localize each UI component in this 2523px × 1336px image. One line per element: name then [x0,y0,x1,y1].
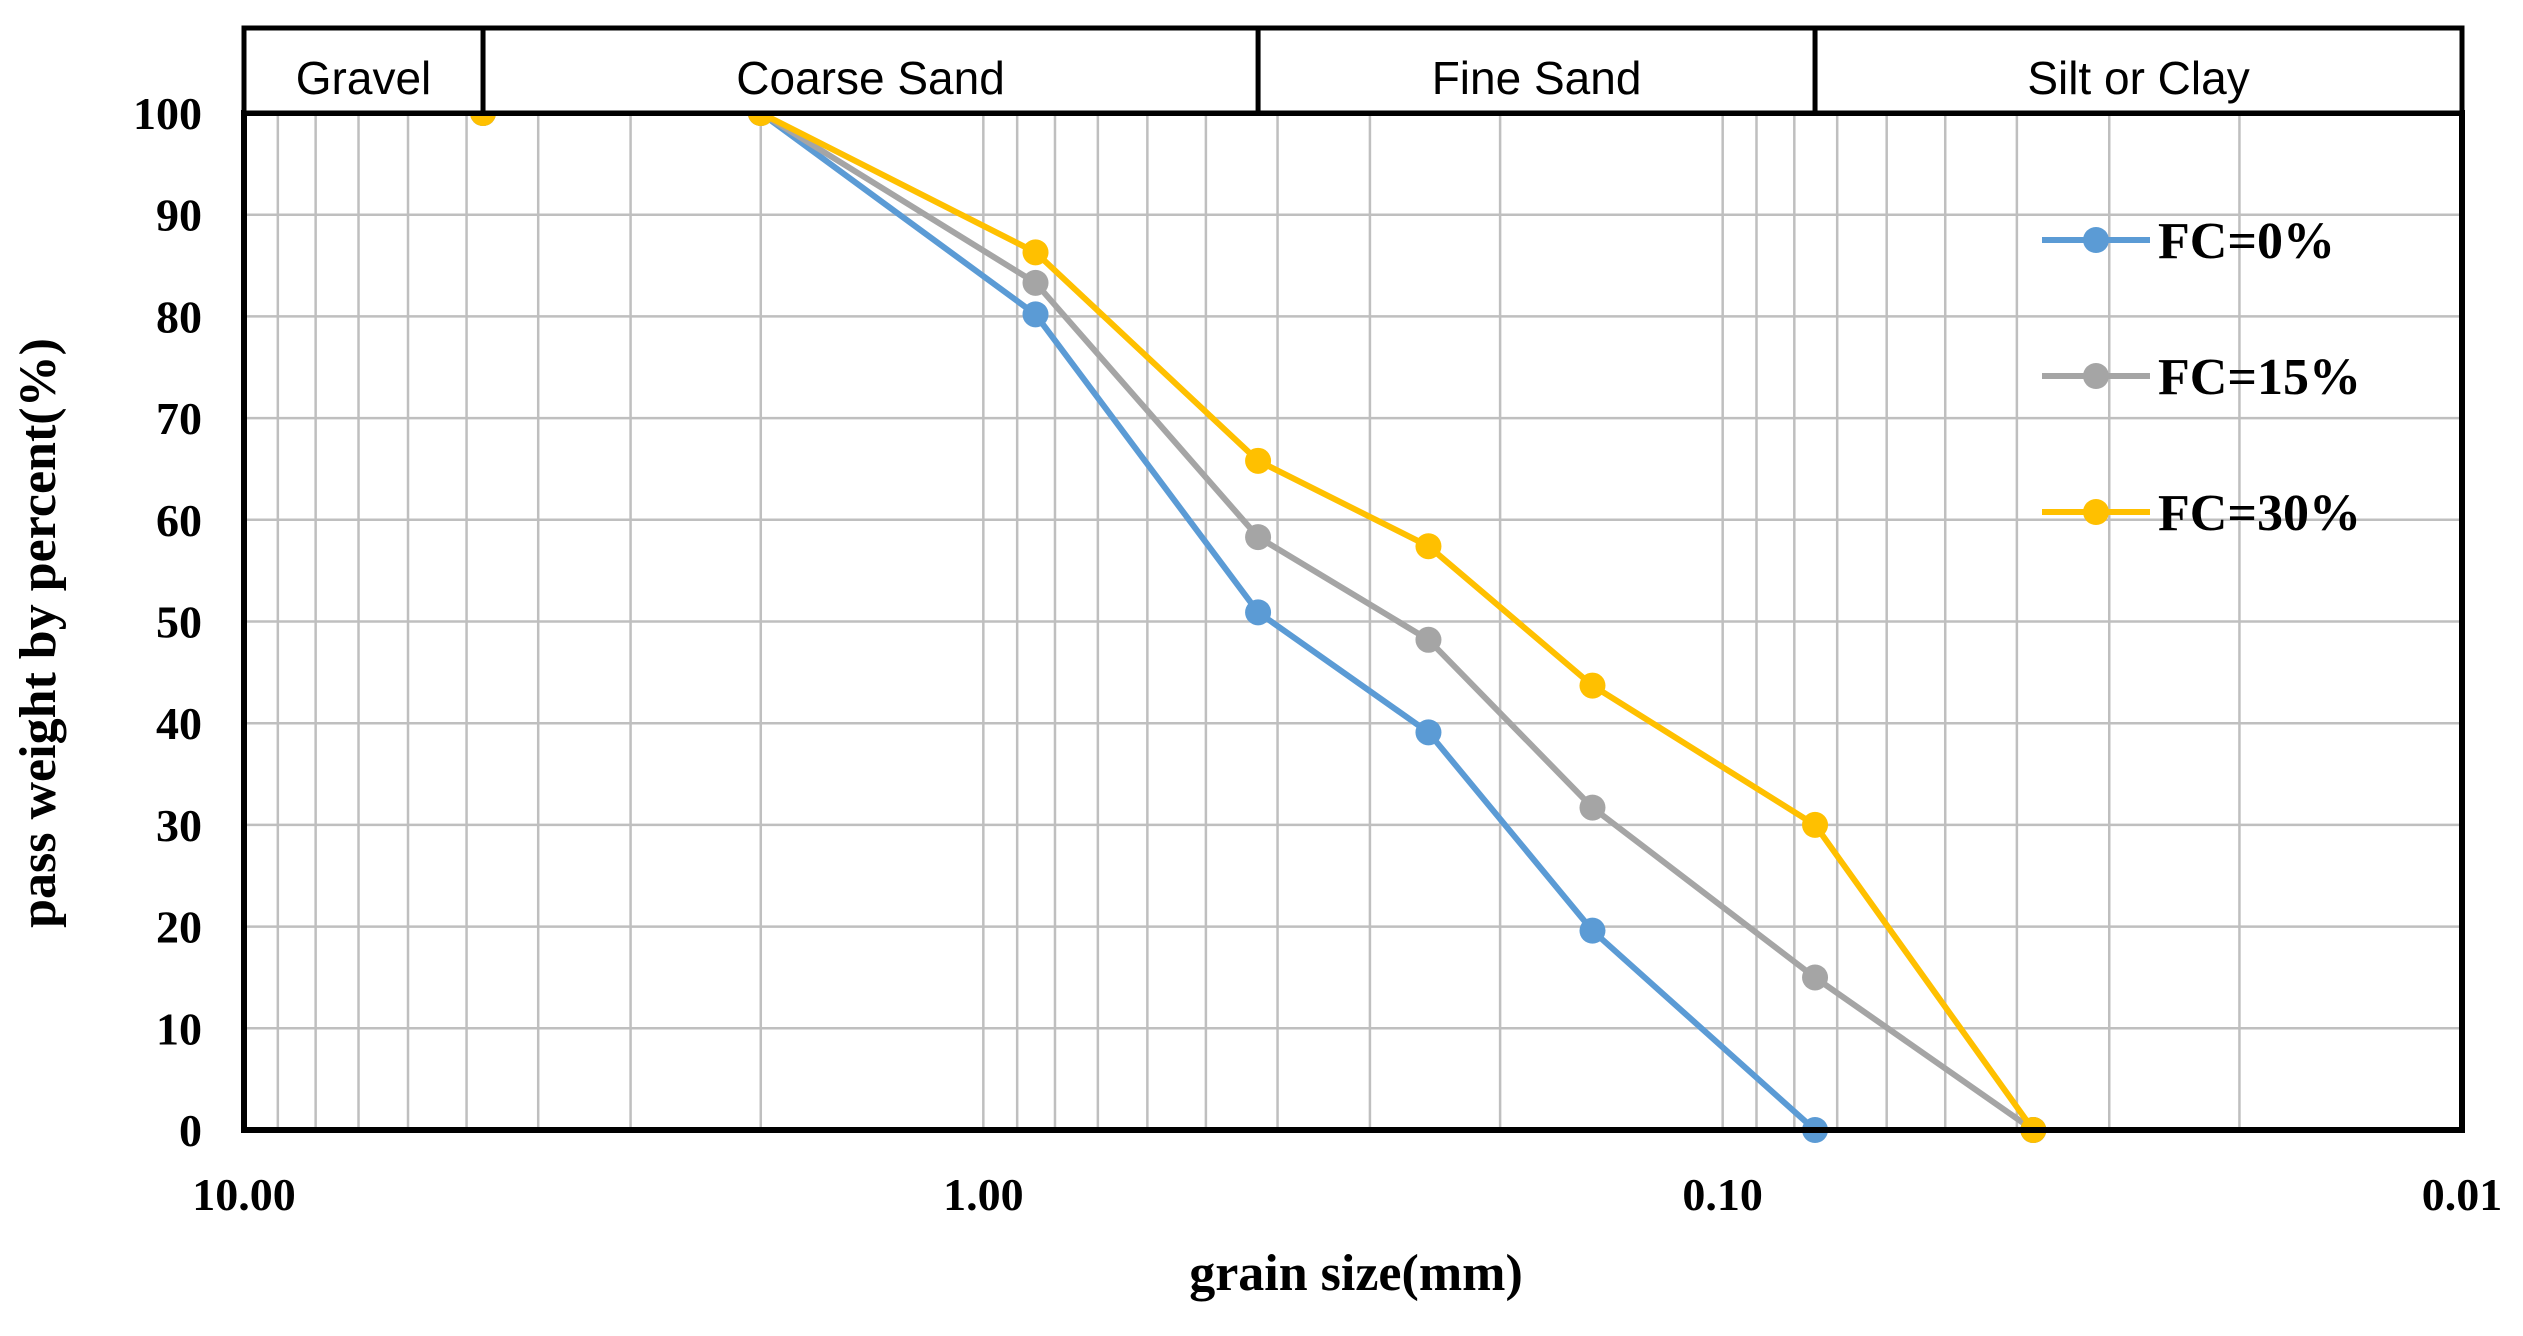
data-point [1579,794,1606,821]
x-tick-label: 0.10 [1682,1169,1763,1220]
y-tick-label: 100 [133,88,202,139]
y-tick-label: 60 [156,495,202,546]
data-point [1245,447,1272,474]
data-point [1245,524,1272,551]
legend-marker [2083,227,2109,253]
data-point [1245,599,1272,626]
y-tick-label: 90 [156,190,202,241]
data-point [1415,719,1442,746]
zone-label-0: Gravel [296,52,431,104]
data-point [1802,964,1829,991]
x-axis-title: grain size(mm) [1189,1245,1523,1302]
zone-header-box [241,25,2465,116]
x-tick-label: 0.01 [2422,1169,2503,1220]
x-tick-label: 10.00 [192,1169,296,1220]
series-line-2 [483,110,2036,1132]
x-axis-ticks: 10.00 1.00 0.10 0.01 [192,1169,2502,1220]
data-point [1802,811,1829,838]
y-tick-label: 0 [179,1105,202,1156]
series-line-0 [483,110,2034,1133]
legend-marker [2083,499,2109,525]
y-tick-label: 50 [156,597,202,648]
y-tick-label: 30 [156,800,202,851]
data-point [1415,533,1442,560]
legend-label: FC=30% [2158,485,2361,542]
legend-label: FC=0% [2158,213,2335,270]
y-tick-label: 80 [156,291,202,342]
y-tick-label: 70 [156,393,202,444]
zone-label-2: Fine Sand [1432,52,1642,104]
soil-zones: Gravel Coarse Sand Fine Sand Silt or Clay [241,25,2465,116]
data-point [1022,301,1049,328]
y-tick-label: 10 [156,1003,202,1054]
y-tick-label: 40 [156,698,202,749]
y-axis-ticks: 0 10 20 30 40 50 60 70 80 90 100 [133,88,202,1156]
legend-marker [2083,363,2109,389]
y-axis-title: pass weight by percent(%) [10,338,67,928]
data-point [1579,917,1606,944]
series-lines [470,100,2047,1143]
data-point [1022,239,1049,266]
y-tick-label: 20 [156,902,202,953]
data-point [1415,626,1442,653]
data-point [1579,672,1606,699]
zone-label-1: Coarse Sand [736,52,1005,104]
zone-label-3: Silt or Clay [2027,52,2249,104]
series-line-1 [483,110,2036,1133]
legend-label: FC=15% [2158,349,2361,406]
x-tick-label: 1.00 [943,1169,1024,1220]
legend: FC=0% FC=15% FC=30% [2042,213,2361,542]
grid [242,111,2464,1132]
data-point [1022,269,1049,296]
